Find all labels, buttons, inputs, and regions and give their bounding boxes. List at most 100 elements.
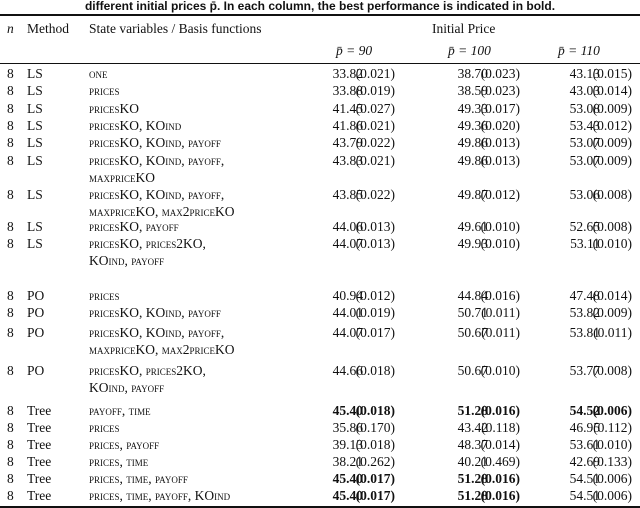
cell-value: 53.07 xyxy=(569,153,600,168)
cell-stderr: (0.021) xyxy=(355,66,395,81)
cell-value: 49.36 xyxy=(457,118,488,133)
cell-method: LS xyxy=(27,101,43,116)
cell-n: 8 xyxy=(7,236,14,251)
cell-value: 33.82 xyxy=(332,66,363,81)
cell-value: 39.13 xyxy=(332,437,363,452)
cell-value: 38.59 xyxy=(457,83,488,98)
cell-state: pricesKO, payoff xyxy=(89,219,179,234)
cell-method: Tree xyxy=(27,471,52,486)
cell-n: 8 xyxy=(7,118,14,133)
cell-state: prices xyxy=(89,83,120,98)
cell-method: LS xyxy=(27,153,43,168)
cell-method: Tree xyxy=(27,488,52,503)
cell-state: pricesKO, KOind, payoff, xyxy=(89,153,225,168)
cell-stderr: (0.022) xyxy=(355,187,395,202)
cell-state: pricesKO, prices2KO, xyxy=(89,363,206,378)
cell-n: 8 xyxy=(7,420,14,435)
cell-value: 54.52 xyxy=(569,403,600,418)
cell-stderr: (0.009) xyxy=(592,153,632,168)
cell-n: 8 xyxy=(7,325,14,340)
cell-stderr: (0.019) xyxy=(355,305,395,320)
cell-state: prices, time, payoff, KOind xyxy=(89,488,231,503)
cell-method: Tree xyxy=(27,454,52,469)
cell-stderr: (0.023) xyxy=(480,66,520,81)
cell-stderr: (0.118) xyxy=(481,420,520,435)
cell-n: 8 xyxy=(7,153,14,168)
cell-state: pricesKO, KOind, payoff xyxy=(89,305,221,320)
cell-value: 47.48 xyxy=(569,288,600,303)
cell-value: 44.07 xyxy=(332,236,363,251)
cell-state: pricesKO xyxy=(89,101,140,116)
cell-stderr: (0.027) xyxy=(355,101,395,116)
cell-state: payoff, time xyxy=(89,403,151,418)
cell-n: 8 xyxy=(7,437,14,452)
cell-stderr: (0.016) xyxy=(480,471,520,486)
cell-stderr: (0.012) xyxy=(480,187,520,202)
cell-value: 49.86 xyxy=(457,153,488,168)
cell-method: LS xyxy=(27,118,43,133)
cell-stderr: (0.008) xyxy=(592,187,632,202)
cell-value: 40.21 xyxy=(457,454,488,469)
table-caption: different initial prices p̄. In each col… xyxy=(84,0,556,13)
cell-method: Tree xyxy=(27,420,52,435)
cell-value: 35.86 xyxy=(332,420,363,435)
cell-stderr: (0.017) xyxy=(355,325,395,340)
cell-stderr: (0.009) xyxy=(592,305,632,320)
cell-n: 8 xyxy=(7,66,14,81)
cell-stderr: (0.008) xyxy=(592,219,632,234)
cell-n: 8 xyxy=(7,305,14,320)
cell-state: pricesKO, prices2KO, xyxy=(89,236,206,251)
cell-value: 53.06 xyxy=(569,187,600,202)
cell-method: LS xyxy=(27,187,43,202)
cell-n: 8 xyxy=(7,488,14,503)
cell-stderr: (0.010) xyxy=(480,236,520,251)
cell-stderr: (0.013) xyxy=(355,219,395,234)
cell-value: 53.77 xyxy=(569,363,600,378)
cell-value: 51.28 xyxy=(457,471,488,486)
cell-n: 8 xyxy=(7,187,14,202)
header-col-90: p̄ = 90 xyxy=(336,43,373,58)
cell-stderr: (0.013) xyxy=(355,236,395,251)
cell-stderr: (0.017) xyxy=(480,101,520,116)
cell-value: 44.01 xyxy=(332,305,363,320)
cell-state: pricesKO, KOind, payoff, xyxy=(89,325,225,340)
cell-stderr: (0.012) xyxy=(592,118,632,133)
cell-n: 8 xyxy=(7,83,14,98)
cell-state: pricesKO, KOind, payoff, xyxy=(89,187,225,202)
cell-value: 50.67 xyxy=(457,363,488,378)
cell-n: 8 xyxy=(7,471,14,486)
cell-method: LS xyxy=(27,83,43,98)
cell-stderr: (0.112) xyxy=(593,420,632,435)
cell-stderr: (0.013) xyxy=(480,135,520,150)
cell-value: 45.40 xyxy=(332,471,363,486)
cell-value: 50.67 xyxy=(457,325,488,340)
cell-value: 49.33 xyxy=(457,101,488,116)
cell-value: 40.94 xyxy=(332,288,363,303)
cell-stderr: (0.009) xyxy=(592,101,632,116)
cell-value: 44.84 xyxy=(457,288,488,303)
cell-value: 44.07 xyxy=(332,325,363,340)
cell-state: one xyxy=(89,66,108,81)
cell-stderr: (0.019) xyxy=(355,83,395,98)
cell-stderr: (0.017) xyxy=(355,488,395,503)
cell-value: 49.87 xyxy=(457,187,488,202)
cell-stderr: (0.010) xyxy=(480,363,520,378)
cell-value: 46.95 xyxy=(569,420,600,435)
cell-stderr: (0.010) xyxy=(592,236,632,251)
cell-method: PO xyxy=(27,325,45,340)
cell-stderr: (0.017) xyxy=(355,471,395,486)
header-method: Method xyxy=(27,21,69,36)
cell-method: Tree xyxy=(27,403,52,418)
cell-method: PO xyxy=(27,305,45,320)
cell-value: 50.71 xyxy=(457,305,488,320)
cell-value: 53.08 xyxy=(569,101,600,116)
cell-n: 8 xyxy=(7,288,14,303)
bottom-rule xyxy=(0,506,640,508)
cell-value: 49.86 xyxy=(457,135,488,150)
cell-value: 43.42 xyxy=(457,420,488,435)
cell-value: 49.93 xyxy=(457,236,488,251)
cell-stderr: (0.006) xyxy=(592,488,632,503)
cell-stderr: (0.013) xyxy=(480,153,520,168)
cell-value: 43.85 xyxy=(332,187,363,202)
cell-state: prices xyxy=(89,288,120,303)
